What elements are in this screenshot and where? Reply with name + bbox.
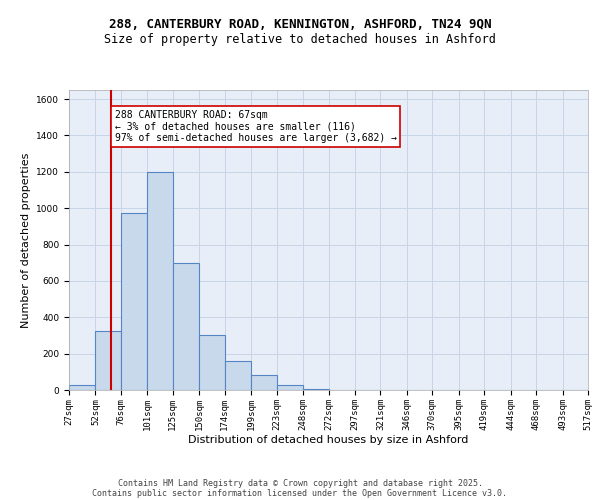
Text: Contains HM Land Registry data © Crown copyright and database right 2025.: Contains HM Land Registry data © Crown c…: [118, 478, 482, 488]
Text: Contains public sector information licensed under the Open Government Licence v3: Contains public sector information licen…: [92, 488, 508, 498]
Bar: [277, 386, 303, 390]
Text: Size of property relative to detached houses in Ashford: Size of property relative to detached ho…: [104, 32, 496, 46]
Bar: [199, 336, 224, 390]
Bar: [251, 376, 277, 390]
Bar: [69, 386, 95, 390]
Bar: [121, 212, 148, 390]
Bar: [173, 262, 199, 390]
Text: 288 CANTERBURY ROAD: 67sqm
← 3% of detached houses are smaller (116)
97% of semi: 288 CANTERBURY ROAD: 67sqm ← 3% of detac…: [115, 110, 397, 143]
Bar: [148, 172, 173, 390]
Bar: [303, 389, 329, 390]
Bar: [95, 331, 121, 390]
Bar: [224, 361, 251, 390]
Y-axis label: Number of detached properties: Number of detached properties: [21, 152, 31, 328]
X-axis label: Distribution of detached houses by size in Ashford: Distribution of detached houses by size …: [188, 436, 469, 446]
Text: 288, CANTERBURY ROAD, KENNINGTON, ASHFORD, TN24 9QN: 288, CANTERBURY ROAD, KENNINGTON, ASHFOR…: [109, 18, 491, 30]
